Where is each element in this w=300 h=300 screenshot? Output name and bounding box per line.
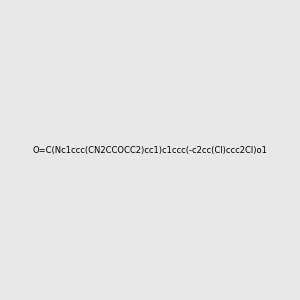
Text: O=C(Nc1ccc(CN2CCOCC2)cc1)c1ccc(-c2cc(Cl)ccc2Cl)o1: O=C(Nc1ccc(CN2CCOCC2)cc1)c1ccc(-c2cc(Cl)… — [33, 146, 267, 154]
